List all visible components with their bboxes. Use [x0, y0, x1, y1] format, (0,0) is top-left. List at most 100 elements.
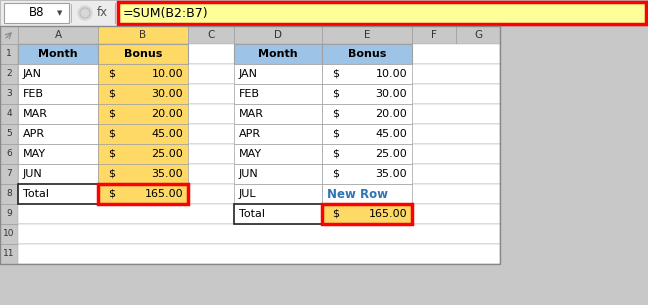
Text: 20.00: 20.00 — [375, 109, 407, 119]
Bar — [234, 164, 322, 184]
Text: =SUM(B2:B7): =SUM(B2:B7) — [123, 6, 209, 20]
Text: 45.00: 45.00 — [151, 129, 183, 139]
Text: 6: 6 — [6, 149, 12, 159]
Text: D: D — [274, 30, 282, 40]
Text: 165.00: 165.00 — [145, 189, 183, 199]
Text: 8: 8 — [6, 189, 12, 199]
Text: 10.00: 10.00 — [152, 69, 183, 79]
Text: 11: 11 — [3, 249, 15, 259]
Text: JUN: JUN — [239, 169, 259, 179]
Text: 2: 2 — [6, 70, 12, 78]
Bar — [18, 64, 500, 84]
Bar — [234, 44, 322, 64]
Text: MAY: MAY — [23, 149, 46, 159]
Text: JAN: JAN — [23, 69, 42, 79]
Text: JAN: JAN — [239, 69, 258, 79]
Text: $: $ — [332, 209, 339, 219]
Text: B: B — [139, 30, 146, 40]
Bar — [234, 26, 322, 44]
Text: $: $ — [332, 129, 339, 139]
Text: 4: 4 — [6, 109, 12, 119]
Bar — [0, 224, 18, 244]
Bar — [322, 124, 412, 144]
Text: APR: APR — [23, 129, 45, 139]
Bar — [412, 26, 456, 44]
Bar — [18, 244, 500, 264]
Text: FEB: FEB — [23, 89, 44, 99]
Text: 7: 7 — [6, 170, 12, 178]
Bar — [18, 64, 98, 84]
Bar — [4, 3, 69, 23]
Bar — [18, 104, 500, 124]
Bar — [18, 84, 500, 104]
Circle shape — [78, 6, 92, 20]
Bar — [18, 184, 98, 204]
Bar — [322, 84, 412, 104]
Bar — [234, 64, 322, 84]
Bar — [18, 104, 98, 124]
Text: G: G — [474, 30, 482, 40]
Text: $: $ — [108, 69, 115, 79]
Bar — [234, 204, 322, 224]
Text: MAR: MAR — [23, 109, 48, 119]
Text: Month: Month — [258, 49, 298, 59]
Bar — [18, 184, 500, 204]
Text: 45.00: 45.00 — [375, 129, 407, 139]
Bar — [98, 104, 188, 124]
Text: 35.00: 35.00 — [152, 169, 183, 179]
Text: $: $ — [108, 169, 115, 179]
Bar — [188, 26, 234, 44]
Bar — [322, 144, 412, 164]
Bar — [234, 184, 322, 204]
Text: 25.00: 25.00 — [151, 149, 183, 159]
Text: 3: 3 — [6, 89, 12, 99]
Bar — [0, 84, 18, 104]
Bar — [98, 26, 188, 44]
Text: $: $ — [108, 189, 115, 199]
Text: FEB: FEB — [239, 89, 260, 99]
Bar — [322, 104, 412, 124]
Bar — [98, 124, 188, 144]
Text: $: $ — [332, 149, 339, 159]
Text: Bonus: Bonus — [124, 49, 162, 59]
Bar — [0, 26, 500, 264]
Bar — [98, 64, 188, 84]
Text: fx: fx — [97, 6, 108, 20]
Text: JUL: JUL — [239, 189, 257, 199]
Bar — [322, 164, 412, 184]
Bar — [18, 164, 500, 184]
Text: 10.00: 10.00 — [375, 69, 407, 79]
Text: F: F — [431, 30, 437, 40]
Text: $: $ — [332, 89, 339, 99]
Bar — [0, 0, 648, 26]
Bar — [98, 44, 188, 64]
Text: MAR: MAR — [239, 109, 264, 119]
Bar — [0, 144, 18, 164]
Text: $: $ — [108, 109, 115, 119]
Text: A: A — [54, 30, 62, 40]
Text: APR: APR — [239, 129, 261, 139]
Text: 165.00: 165.00 — [368, 209, 407, 219]
Text: Bonus: Bonus — [348, 49, 386, 59]
Bar — [234, 104, 322, 124]
Text: ▼: ▼ — [57, 10, 63, 16]
Text: MAY: MAY — [239, 149, 262, 159]
Bar — [0, 64, 18, 84]
Bar — [234, 144, 322, 164]
Bar — [98, 184, 188, 204]
Text: C: C — [207, 30, 214, 40]
Text: 30.00: 30.00 — [152, 89, 183, 99]
Text: $: $ — [332, 169, 339, 179]
Bar — [322, 64, 412, 84]
Text: 30.00: 30.00 — [375, 89, 407, 99]
Bar — [98, 164, 188, 184]
Bar — [322, 184, 412, 204]
Bar — [18, 44, 98, 64]
Bar — [18, 124, 98, 144]
Bar — [18, 44, 500, 64]
Text: $: $ — [108, 149, 115, 159]
Bar — [18, 144, 500, 164]
Bar — [234, 84, 322, 104]
Text: $: $ — [108, 89, 115, 99]
Bar — [0, 124, 18, 144]
